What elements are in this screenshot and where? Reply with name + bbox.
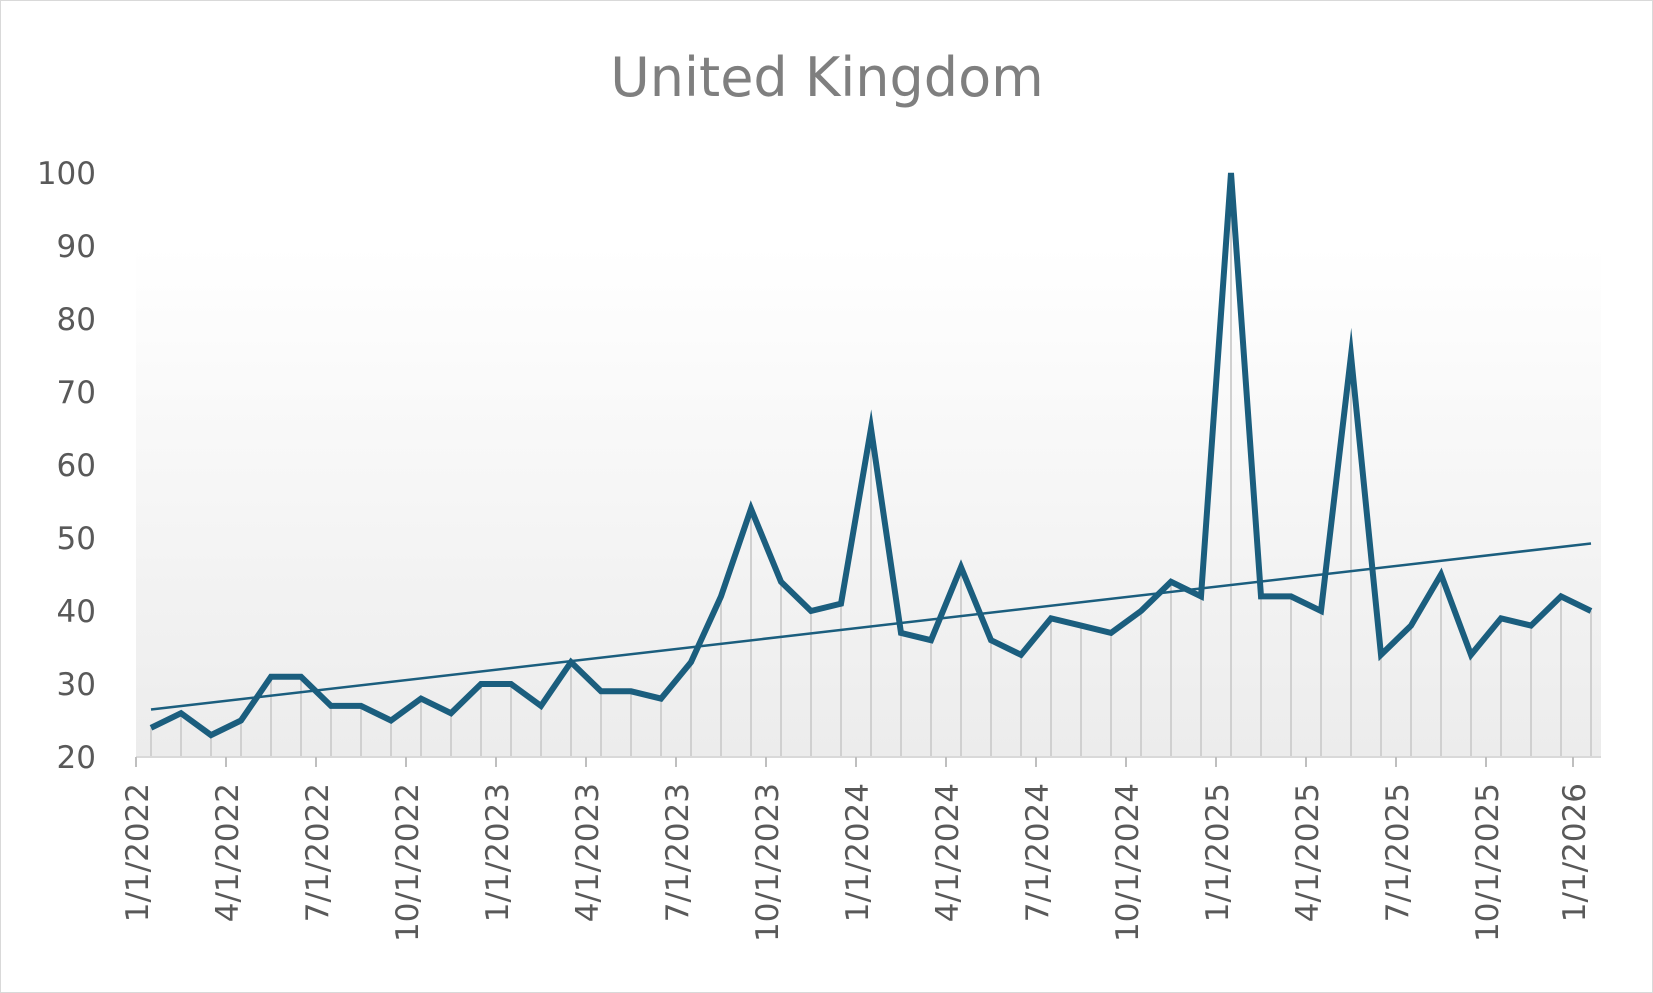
x-tick-label: 4/1/2025 [1290, 783, 1326, 922]
x-axis: 1/1/2022 4/1/2022 7/1/2022 10/1/2022 1/1/202… [120, 756, 1601, 942]
x-tick-label: 4/1/2024 [930, 783, 966, 922]
y-tick-label: 90 [57, 229, 96, 265]
y-tick-label: 40 [57, 594, 96, 630]
x-tick-label: 10/1/2022 [390, 783, 426, 942]
x-tick-label: 10/1/2024 [1110, 783, 1146, 942]
x-tick-label: 4/1/2022 [210, 783, 246, 922]
x-tick-label: 7/1/2025 [1380, 783, 1416, 922]
trendline [150, 542, 1592, 711]
drop-lines [150, 173, 1592, 757]
plot-area [136, 246, 1601, 757]
x-tick-label: 1/1/2022 [120, 783, 156, 922]
y-tick-label: 50 [57, 521, 96, 557]
y-tick-label: 30 [57, 667, 96, 703]
y-tick-label: 70 [57, 375, 96, 411]
y-tick-label: 20 [57, 740, 96, 776]
x-tick-label: 1/1/2024 [840, 783, 876, 922]
x-tick-label: 1/1/2025 [1200, 783, 1236, 922]
x-tick-label: 4/1/2023 [570, 783, 606, 922]
x-tick-label: 1/1/2023 [480, 783, 516, 922]
chart-title: United Kingdom [610, 46, 1043, 109]
x-tick-label: 7/1/2022 [300, 783, 336, 922]
x-tick-label: 10/1/2023 [750, 783, 786, 942]
trendline-layer [150, 542, 1592, 711]
y-axis: 20 30 40 50 60 70 80 90 100 [37, 156, 96, 776]
y-tick-label: 60 [57, 448, 96, 484]
x-tick-label: 10/1/2025 [1470, 783, 1506, 942]
y-tick-label: 100 [37, 156, 96, 192]
x-tick-label: 7/1/2024 [1020, 783, 1056, 922]
x-tick-label: 1/1/2026 [1557, 783, 1593, 922]
y-tick-label: 80 [57, 302, 96, 338]
series-layer [149, 172, 1593, 739]
x-tick-label: 7/1/2023 [660, 783, 696, 922]
